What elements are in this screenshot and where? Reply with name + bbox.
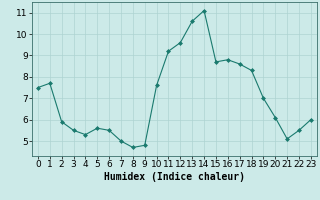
X-axis label: Humidex (Indice chaleur): Humidex (Indice chaleur) — [104, 172, 245, 182]
